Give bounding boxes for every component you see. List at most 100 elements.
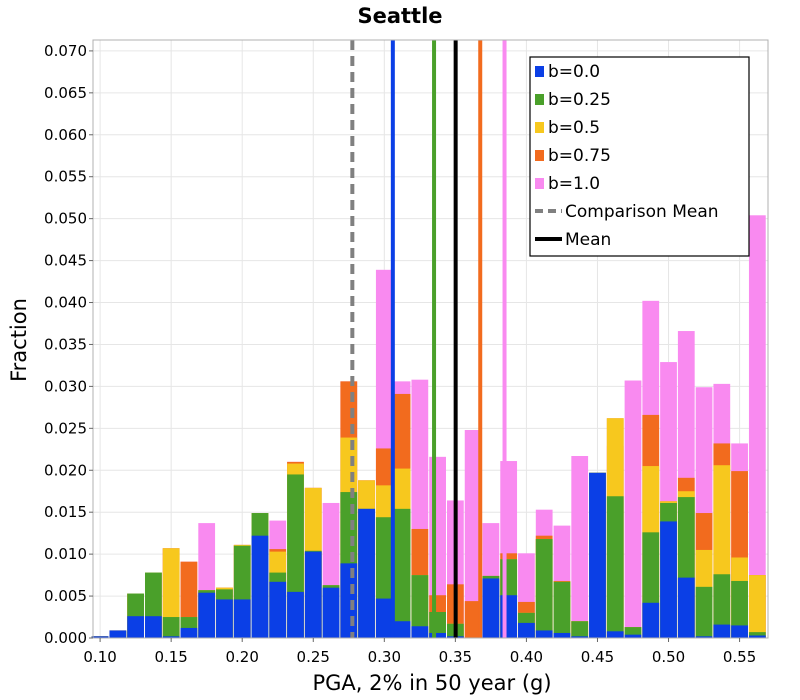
legend-swatch bbox=[535, 150, 544, 161]
y-tick-label: 0.025 bbox=[44, 419, 87, 437]
legend-label: b=0.25 bbox=[548, 90, 611, 110]
bar-green bbox=[553, 581, 571, 638]
legend-label: Mean bbox=[565, 230, 611, 250]
bar-blue bbox=[340, 563, 358, 638]
bar-blue bbox=[695, 636, 713, 638]
x-tick-label: 0.35 bbox=[439, 648, 472, 666]
bar-blue bbox=[304, 551, 322, 638]
bar-green bbox=[411, 575, 429, 638]
bar-pink bbox=[464, 430, 482, 638]
legend-swatch bbox=[535, 178, 544, 189]
legend-label: b=0.5 bbox=[548, 118, 600, 138]
bar-blue bbox=[660, 521, 677, 638]
y-tick-label: 0.000 bbox=[44, 629, 87, 647]
legend-box bbox=[529, 56, 750, 257]
bar-yellow bbox=[162, 548, 180, 638]
y-tick-label: 0.060 bbox=[44, 126, 87, 144]
x-tick-label: 0.55 bbox=[723, 648, 756, 666]
bar-yellow bbox=[748, 575, 766, 638]
x-tick-label: 0.10 bbox=[83, 648, 116, 666]
bar-green bbox=[535, 539, 553, 638]
bar-blue bbox=[553, 632, 571, 638]
x-tick-label: 0.45 bbox=[581, 648, 614, 666]
bar-green bbox=[606, 496, 624, 638]
bar-pink bbox=[624, 380, 642, 638]
x-tick-label: 0.30 bbox=[368, 648, 401, 666]
bar-blue bbox=[518, 622, 535, 638]
bar-blue bbox=[358, 508, 375, 638]
x-tick-label: 0.20 bbox=[226, 648, 259, 666]
x-tick-label: 0.50 bbox=[652, 648, 685, 666]
x-tick-label: 0.15 bbox=[154, 648, 187, 666]
bar-blue bbox=[748, 635, 766, 638]
bar-blue bbox=[162, 636, 180, 638]
legend: b=0.0 b=0.25 b=0.5 b=0.75 b=1.0 Comparison Me… bbox=[529, 56, 750, 257]
y-tick-label: 0.055 bbox=[44, 168, 87, 186]
bar-blue bbox=[198, 592, 216, 638]
bar-green bbox=[624, 627, 642, 638]
bar-green bbox=[748, 632, 766, 638]
x-tick-label: 0.40 bbox=[510, 648, 543, 666]
chart-title: Seattle bbox=[357, 4, 442, 28]
legend-swatch bbox=[535, 66, 544, 77]
bar-blue bbox=[411, 626, 429, 638]
bar-blue bbox=[642, 602, 660, 638]
x-tick-label: 0.25 bbox=[297, 648, 330, 666]
y-tick-label: 0.015 bbox=[44, 503, 87, 521]
bar-blue bbox=[109, 630, 127, 638]
bar-blue bbox=[393, 621, 411, 638]
bar-blue bbox=[535, 630, 553, 638]
bar-blue bbox=[731, 625, 748, 638]
y-axis-label: Fraction bbox=[7, 298, 31, 382]
y-tick-label: 0.020 bbox=[44, 461, 87, 479]
x-axis-label: PGA, 2% in 50 year (g) bbox=[312, 671, 551, 695]
bar-blue bbox=[216, 599, 233, 638]
bar-pink bbox=[748, 215, 766, 638]
bar-green bbox=[571, 621, 589, 638]
bar-green bbox=[393, 508, 411, 638]
bar-green bbox=[713, 574, 731, 638]
bar-green bbox=[695, 586, 713, 638]
bar-blue bbox=[571, 636, 589, 638]
bar-blue bbox=[251, 535, 269, 638]
bar-blue bbox=[624, 634, 642, 638]
bar-blue bbox=[145, 616, 162, 638]
legend-label: b=0.75 bbox=[548, 146, 611, 166]
y-tick-label: 0.070 bbox=[44, 42, 87, 60]
legend-swatch bbox=[535, 122, 544, 133]
y-tick-label: 0.065 bbox=[44, 84, 87, 102]
bar-blue bbox=[287, 591, 304, 638]
bar-pink bbox=[571, 456, 589, 638]
legend-label: b=1.0 bbox=[548, 174, 600, 194]
bar-blue bbox=[713, 624, 731, 638]
legend-swatch bbox=[535, 94, 544, 105]
bar-blue bbox=[429, 632, 446, 638]
y-tick-label: 0.045 bbox=[44, 252, 87, 270]
bar-green bbox=[731, 580, 748, 638]
y-tick-label: 0.030 bbox=[44, 377, 87, 395]
bar-blue bbox=[322, 587, 340, 638]
plot-area-border bbox=[92, 39, 769, 639]
mean-lines bbox=[350, 40, 507, 638]
x-axis-ticks: 0.10 0.15 0.20 0.25 0.30 0.35 0.40 0.45 0.50 0.55 bbox=[83, 638, 756, 666]
bar-blue bbox=[375, 598, 393, 638]
y-axis-ticks: 0.000 0.005 0.010 0.015 0.020 0.025 0.030 0.035… bbox=[44, 42, 93, 647]
bar-orange bbox=[464, 601, 482, 638]
bar-blue bbox=[91, 636, 109, 638]
bar-blue bbox=[677, 577, 695, 638]
bar-blue bbox=[233, 599, 251, 638]
bar-blue bbox=[180, 627, 198, 638]
bar-blue bbox=[269, 581, 287, 638]
y-tick-label: 0.005 bbox=[44, 587, 87, 605]
bar-blue bbox=[606, 631, 624, 638]
bar-green bbox=[162, 617, 180, 638]
bar-blue bbox=[482, 578, 500, 638]
y-tick-label: 0.050 bbox=[44, 210, 87, 228]
histogram-bars bbox=[91, 215, 766, 638]
y-tick-label: 0.040 bbox=[44, 294, 87, 312]
bar-blue bbox=[127, 616, 145, 638]
y-tick-label: 0.010 bbox=[44, 545, 87, 563]
y-tick-label: 0.035 bbox=[44, 335, 87, 353]
legend-label: b=0.0 bbox=[548, 62, 600, 82]
